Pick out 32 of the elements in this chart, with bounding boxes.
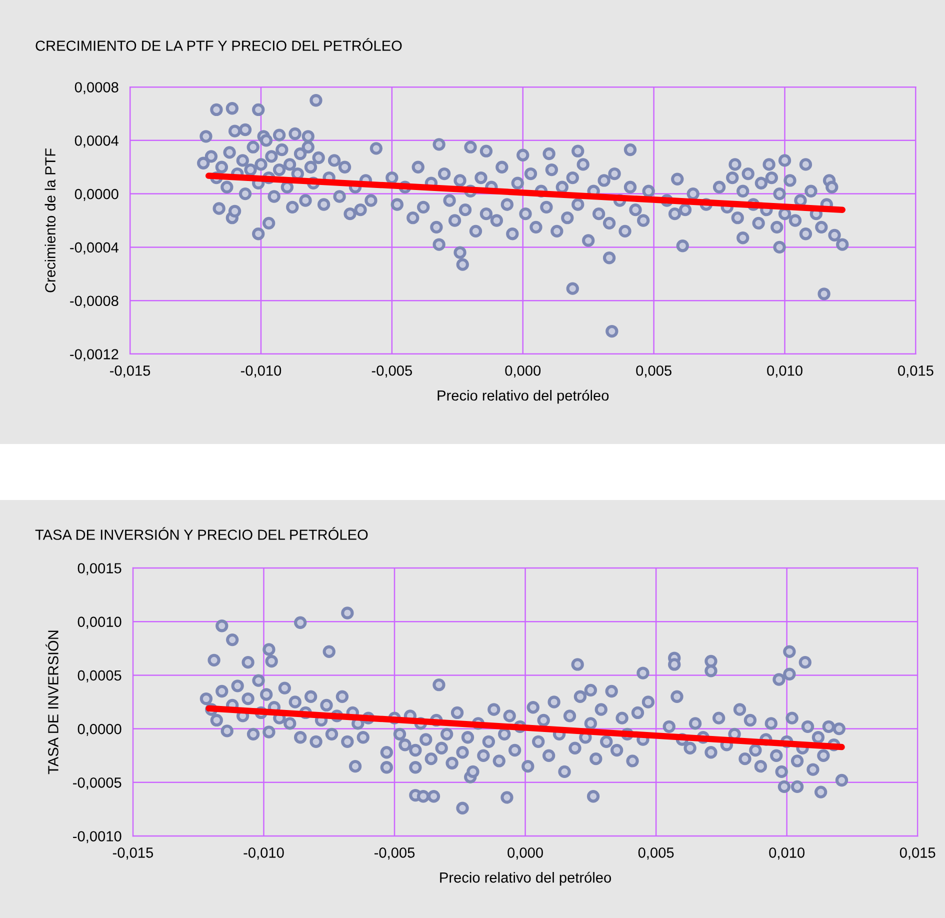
y-tick-label: 0,0010 — [78, 616, 122, 629]
y-tick-label: -0,0012 — [70, 349, 118, 362]
chart-title: TASA DE INVERSIÓN Y PRECIO DEL PETRÓLEO — [35, 527, 368, 540]
y-axis-title: Crecimiento de la PTF — [44, 148, 56, 292]
y-tick-label: -0,0005 — [73, 778, 122, 790]
x-tick-label: -0,005 — [374, 848, 415, 860]
y-tick-label: -0,0004 — [70, 242, 118, 254]
y-tick-label: 0,0015 — [78, 563, 122, 576]
y-axis-title: TASA DE INVERSIÓN — [46, 630, 58, 774]
x-tick-label: 0,015 — [900, 848, 936, 860]
y-tick-label: 0,0004 — [74, 136, 118, 148]
y-tick-label: -0,0010 — [73, 831, 122, 844]
x-axis-title: Precio relativo del petróleo — [440, 872, 612, 886]
x-tick-label: -0,010 — [244, 848, 284, 860]
x-tick-label: 0,010 — [769, 848, 804, 860]
y-tick-label: 0,0000 — [78, 724, 122, 736]
x-tick-label: -0,005 — [372, 365, 412, 378]
x-tick-label: 0,005 — [636, 365, 672, 378]
y-tick-label: 0,0000 — [74, 188, 118, 201]
x-tick-label: -0,015 — [112, 848, 154, 860]
y-tick-label: 0,0008 — [74, 82, 118, 94]
x-tick-label: -0,010 — [240, 365, 282, 378]
y-tick-label: 0,0005 — [78, 670, 122, 682]
x-tick-label: -0,015 — [110, 365, 150, 378]
x-tick-label: 0,000 — [508, 848, 543, 860]
x-tick-label: 0,005 — [638, 848, 674, 860]
x-tick-label: 0,000 — [505, 365, 541, 378]
x-tick-label: 0,015 — [898, 365, 934, 378]
y-tick-label: -0,0008 — [70, 296, 118, 308]
x-tick-label: 0,010 — [767, 365, 802, 378]
x-axis-title: Precio relativo del petróleo — [438, 390, 609, 404]
chart-title: CRECIMIENTO DE LA PTF Y PRECIO DEL PETRÓLEO — [36, 38, 402, 51]
